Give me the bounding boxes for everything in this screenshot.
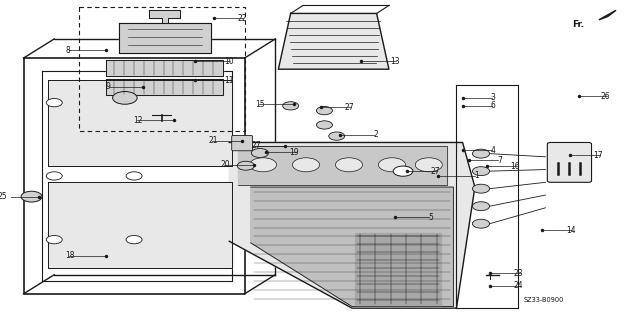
Circle shape xyxy=(473,219,490,228)
Polygon shape xyxy=(106,60,223,76)
Circle shape xyxy=(473,149,490,158)
Polygon shape xyxy=(106,79,223,95)
Text: 9: 9 xyxy=(105,82,110,91)
Text: 22: 22 xyxy=(237,14,247,23)
Circle shape xyxy=(329,132,345,140)
Text: 11: 11 xyxy=(224,76,233,85)
FancyBboxPatch shape xyxy=(547,142,592,182)
Text: 1: 1 xyxy=(475,172,479,180)
Text: 7: 7 xyxy=(497,156,502,164)
Text: 16: 16 xyxy=(511,162,520,171)
Circle shape xyxy=(237,161,254,170)
Text: 13: 13 xyxy=(390,57,399,66)
Text: 24: 24 xyxy=(514,281,523,290)
Text: Fr.: Fr. xyxy=(572,20,584,29)
Text: 27: 27 xyxy=(345,103,354,112)
Circle shape xyxy=(126,236,142,244)
Circle shape xyxy=(21,191,42,202)
Circle shape xyxy=(473,184,490,193)
Polygon shape xyxy=(279,13,389,69)
Circle shape xyxy=(415,158,443,172)
Circle shape xyxy=(113,92,137,104)
Text: 26: 26 xyxy=(601,92,610,101)
Text: 27: 27 xyxy=(252,141,261,150)
Circle shape xyxy=(292,158,319,172)
Polygon shape xyxy=(355,233,441,305)
Text: 20: 20 xyxy=(220,160,230,169)
Circle shape xyxy=(379,158,406,172)
Circle shape xyxy=(393,166,413,176)
Polygon shape xyxy=(251,187,453,307)
Text: 27: 27 xyxy=(431,167,441,176)
Polygon shape xyxy=(239,146,447,186)
Text: 10: 10 xyxy=(224,57,233,66)
Text: 19: 19 xyxy=(290,148,299,156)
Circle shape xyxy=(252,148,269,157)
Polygon shape xyxy=(599,10,616,20)
Text: 25: 25 xyxy=(0,192,8,201)
FancyBboxPatch shape xyxy=(232,135,252,151)
Circle shape xyxy=(283,102,299,110)
Circle shape xyxy=(46,236,62,244)
Polygon shape xyxy=(48,80,232,166)
Circle shape xyxy=(473,167,490,176)
Text: 8: 8 xyxy=(66,45,70,55)
Text: 12: 12 xyxy=(133,116,143,125)
Circle shape xyxy=(250,158,277,172)
Circle shape xyxy=(46,99,62,107)
Circle shape xyxy=(317,107,332,115)
Polygon shape xyxy=(48,182,232,268)
Circle shape xyxy=(46,172,62,180)
Circle shape xyxy=(126,172,142,180)
Text: SZ33-B0900: SZ33-B0900 xyxy=(524,297,565,303)
Text: 2: 2 xyxy=(373,130,378,139)
Text: 3: 3 xyxy=(491,93,496,102)
Circle shape xyxy=(317,121,332,129)
Text: 15: 15 xyxy=(255,100,265,109)
Text: 4: 4 xyxy=(491,146,496,155)
Polygon shape xyxy=(150,10,180,23)
Text: 17: 17 xyxy=(593,151,603,160)
Polygon shape xyxy=(119,23,211,53)
Circle shape xyxy=(336,158,362,172)
Text: 23: 23 xyxy=(514,268,523,278)
Text: 5: 5 xyxy=(428,213,433,222)
Text: 18: 18 xyxy=(66,251,75,260)
Text: 14: 14 xyxy=(566,226,575,235)
Circle shape xyxy=(473,202,490,211)
Polygon shape xyxy=(229,142,475,308)
Text: 6: 6 xyxy=(491,101,496,110)
Text: 21: 21 xyxy=(208,136,218,145)
